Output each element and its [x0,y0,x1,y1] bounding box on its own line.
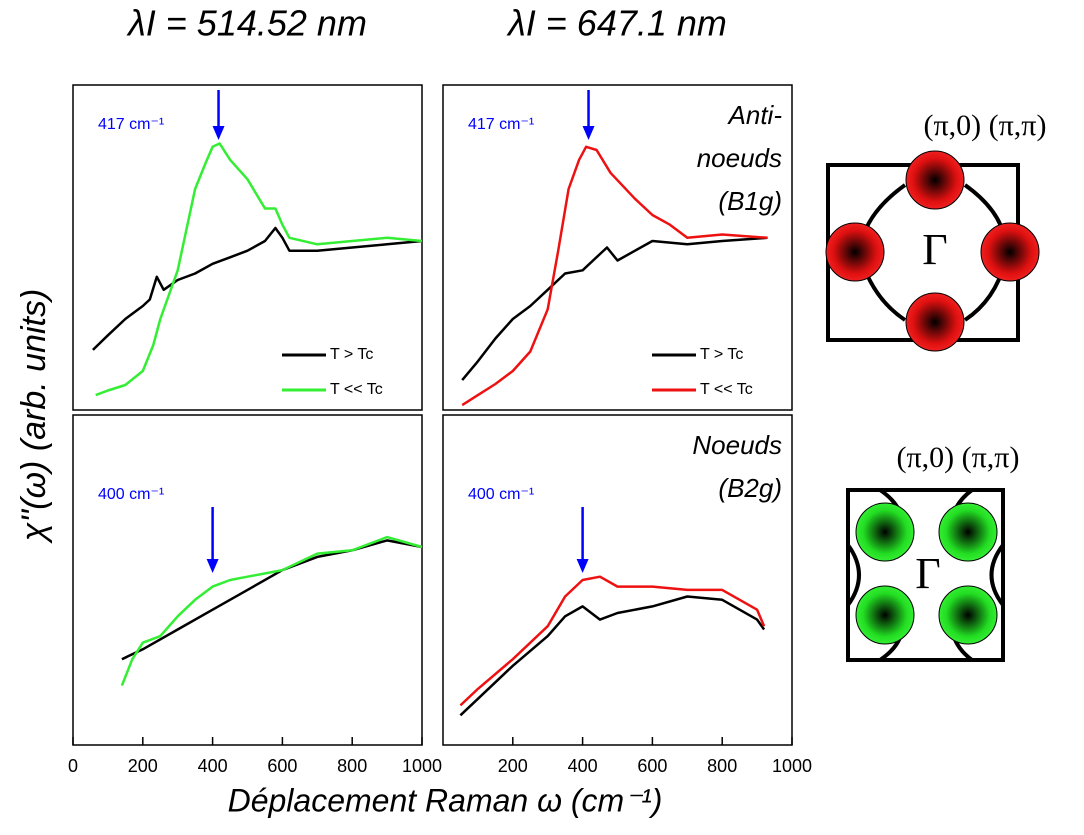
spectrum-line [121,539,423,661]
plot-frame [442,84,793,411]
brillouin-zone [846,488,1005,662]
gamma-label: Γ [915,549,940,598]
x-tick-label: 200 [128,756,158,776]
plot-frame [442,414,793,746]
x-tick-label: 600 [637,756,667,776]
spectrum-line [95,142,423,397]
hot-spot [980,222,1040,282]
symmetry-label: Noeuds [692,430,782,460]
fermi-surface-nodes: (π,0) (π,π) Γ [846,441,1020,662]
annotation-label: 417 cm⁻¹ [98,116,164,133]
plot-frame [72,414,423,746]
cold-spot [855,502,915,562]
legend-label: T << Tc [330,381,383,398]
gamma-label: Γ [922,225,947,274]
legend-label: T > Tc [330,346,373,363]
arrow-head [212,126,225,140]
spectrum-line [459,575,766,707]
x-tick-label: 200 [498,756,528,776]
column-title: λI = 647.1 nm [506,3,727,44]
x-tick-label: 1000 [772,756,812,776]
arrow-head [206,559,219,573]
cold-spot [938,502,998,562]
legend-label: T > Tc [700,346,743,363]
spectrum-line [461,236,768,381]
arrow-head [576,559,589,573]
spectrum-line [459,595,766,717]
hot-spot [905,150,965,210]
arrow-head [582,126,595,140]
x-tick-label: 400 [568,756,598,776]
x-tick-label: 400 [198,756,228,776]
spectrum-line [120,535,423,687]
cold-spot [855,585,915,645]
symmetry-label: Anti- [727,100,783,130]
spectrum-line [461,145,768,407]
diagram-label: (π,0) (π,π) [897,441,1020,474]
spectrum-line [92,226,423,351]
column-title: λI = 514.52 nm [126,3,367,44]
hot-spot [905,292,965,352]
x-tick-label: 0 [68,756,78,776]
fermi-surface-antinodes: (π,0) (π,π) Γ [825,109,1047,352]
fermi-line [860,183,1007,322]
annotation-label: 400 cm⁻¹ [468,486,534,503]
y-axis-label: χ''(ω) (arb. units) [15,289,53,545]
x-tick-label: 800 [337,756,367,776]
x-tick-label: 1000 [402,756,442,776]
annotation-label: 417 cm⁻¹ [468,116,534,133]
legend-label: T << Tc [700,381,753,398]
symmetry-label: (B1g) [718,186,782,216]
cold-spot [938,585,998,645]
symmetry-label: (B2g) [718,473,782,503]
hot-spot [825,222,885,282]
annotation-label: 400 cm⁻¹ [98,486,164,503]
symmetry-label: noeuds [697,143,782,173]
x-tick-label: 600 [267,756,297,776]
x-tick-label: 800 [707,756,737,776]
plot-frame [72,84,423,411]
x-axis-label: Déplacement Raman ω (cm⁻¹) [228,782,663,818]
diagram-label: (π,0) (π,π) [924,109,1047,142]
